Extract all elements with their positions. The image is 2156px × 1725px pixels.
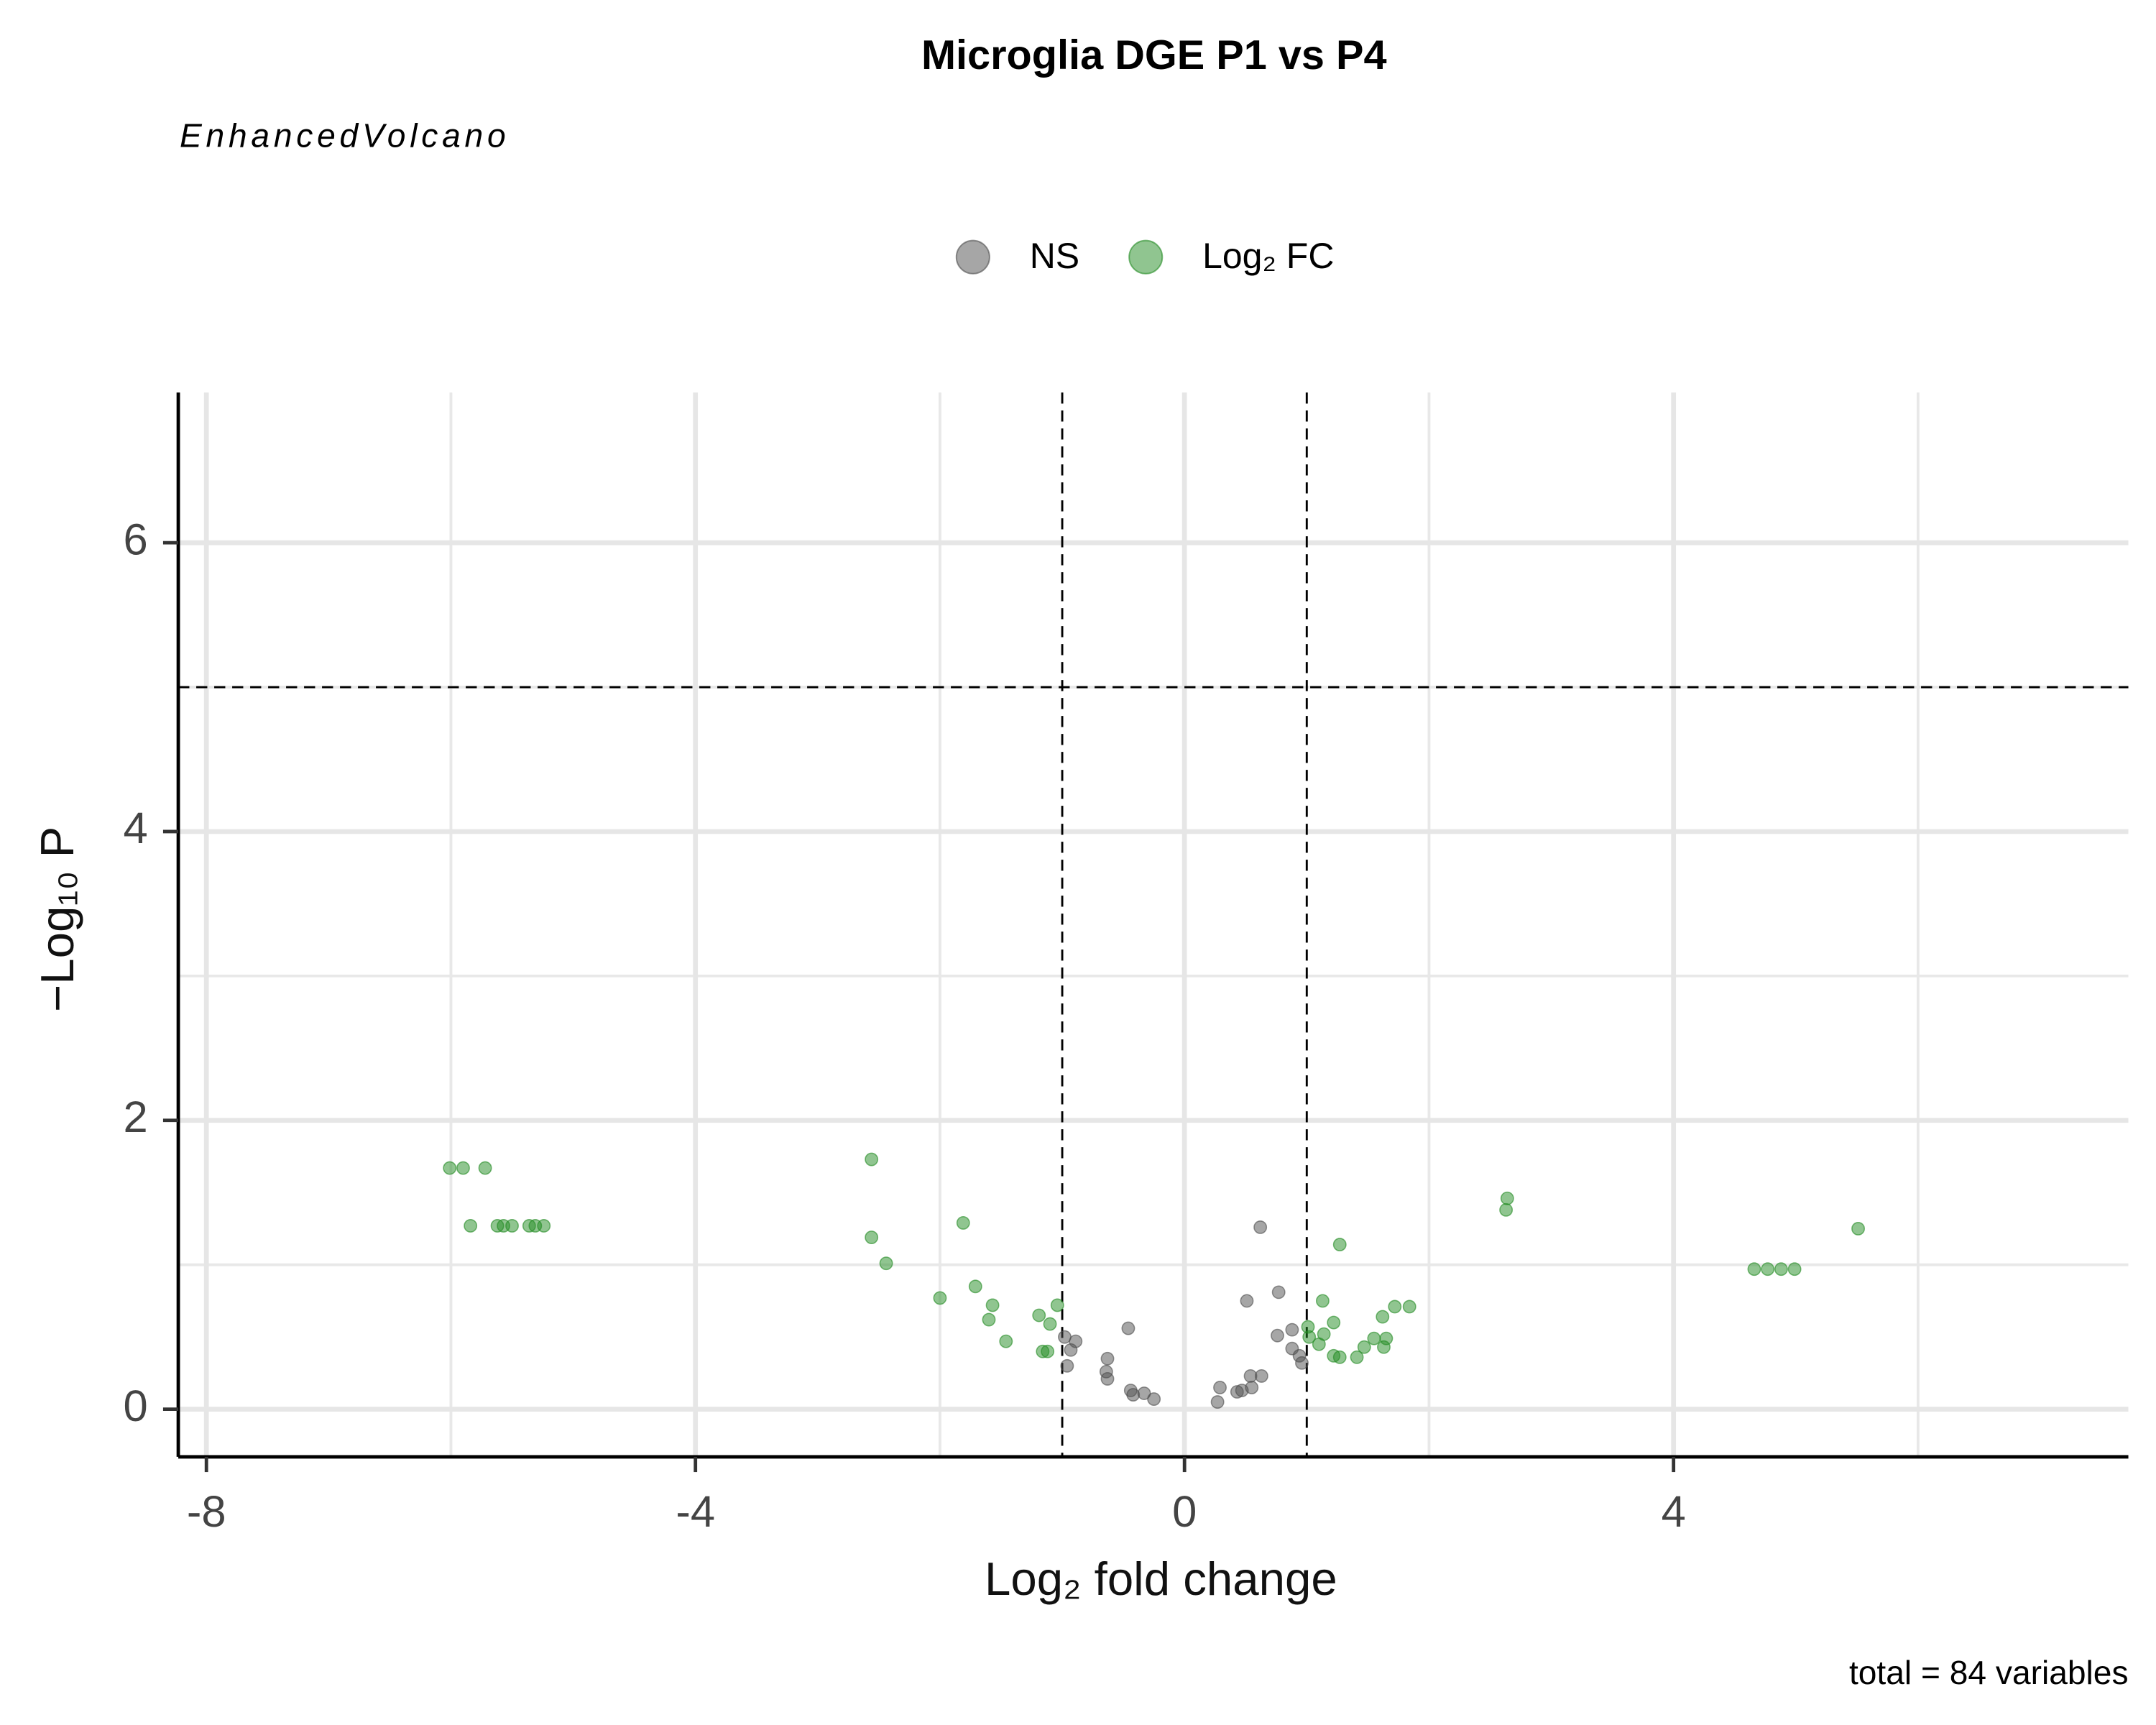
point	[1213, 1381, 1227, 1394]
x-axis-label: Log₂ fold change	[985, 1552, 1337, 1605]
point	[1041, 1344, 1055, 1358]
point	[1271, 1285, 1286, 1300]
point	[1032, 1308, 1046, 1322]
point	[1240, 1294, 1254, 1308]
point	[1332, 1350, 1347, 1364]
y-tick-label: 0	[124, 1381, 148, 1431]
point	[956, 1216, 970, 1230]
point	[879, 1256, 893, 1271]
y-axis-label: −Log₁₀ P	[31, 827, 83, 1012]
point	[1137, 1386, 1151, 1400]
legend-label: Log₂ FC	[1202, 236, 1334, 276]
point	[1245, 1381, 1259, 1394]
point	[1100, 1372, 1115, 1386]
point	[999, 1334, 1013, 1348]
y-tick-label: 4	[124, 804, 148, 853]
point	[1312, 1337, 1326, 1351]
point	[865, 1230, 879, 1244]
point	[443, 1161, 457, 1175]
point	[1050, 1298, 1064, 1312]
y-tick-label: 6	[124, 515, 148, 564]
point	[1126, 1388, 1141, 1402]
point	[1367, 1331, 1381, 1346]
point	[985, 1298, 1000, 1312]
point	[464, 1219, 478, 1233]
point	[933, 1291, 947, 1305]
chart-title: Microglia DGE P1 vs P4	[921, 32, 1387, 78]
point	[1499, 1202, 1514, 1217]
point	[1302, 1330, 1317, 1344]
point	[1402, 1300, 1416, 1314]
point	[1747, 1262, 1761, 1276]
x-tick-label: 4	[1662, 1487, 1686, 1537]
point	[1253, 1220, 1268, 1234]
point	[1500, 1191, 1514, 1205]
caption: total = 84 variables	[1849, 1654, 2129, 1691]
point	[1100, 1351, 1115, 1366]
point	[1851, 1222, 1865, 1236]
point	[1377, 1340, 1391, 1354]
legend-label: NS	[1030, 236, 1079, 276]
point	[1332, 1238, 1347, 1251]
point	[1388, 1300, 1402, 1314]
point	[1761, 1262, 1775, 1276]
point	[968, 1279, 982, 1294]
point	[982, 1312, 996, 1327]
point	[456, 1161, 470, 1175]
point	[1316, 1294, 1330, 1308]
point	[1350, 1350, 1364, 1364]
x-tick-label: -8	[187, 1487, 226, 1537]
point	[1357, 1340, 1371, 1354]
point	[1787, 1262, 1802, 1276]
point	[865, 1152, 879, 1167]
point	[478, 1161, 492, 1175]
point	[1147, 1392, 1161, 1406]
point	[1774, 1262, 1788, 1276]
x-tick-label: 0	[1172, 1487, 1197, 1537]
chart-subtitle: EnhancedVolcano	[180, 116, 510, 154]
point	[1069, 1334, 1083, 1348]
point	[1376, 1310, 1390, 1324]
y-tick-label: 2	[124, 1092, 148, 1142]
point	[505, 1219, 519, 1233]
point	[537, 1219, 551, 1233]
point	[1254, 1368, 1268, 1383]
point	[1271, 1328, 1284, 1343]
point	[1121, 1321, 1135, 1335]
point	[1295, 1356, 1309, 1370]
x-tick-label: -4	[676, 1487, 715, 1537]
point	[1285, 1322, 1299, 1337]
legend-swatch	[1128, 239, 1164, 275]
point	[1210, 1395, 1225, 1409]
point	[1043, 1317, 1057, 1331]
legend-swatch	[955, 239, 990, 275]
point	[1060, 1358, 1074, 1373]
point	[1327, 1315, 1341, 1330]
